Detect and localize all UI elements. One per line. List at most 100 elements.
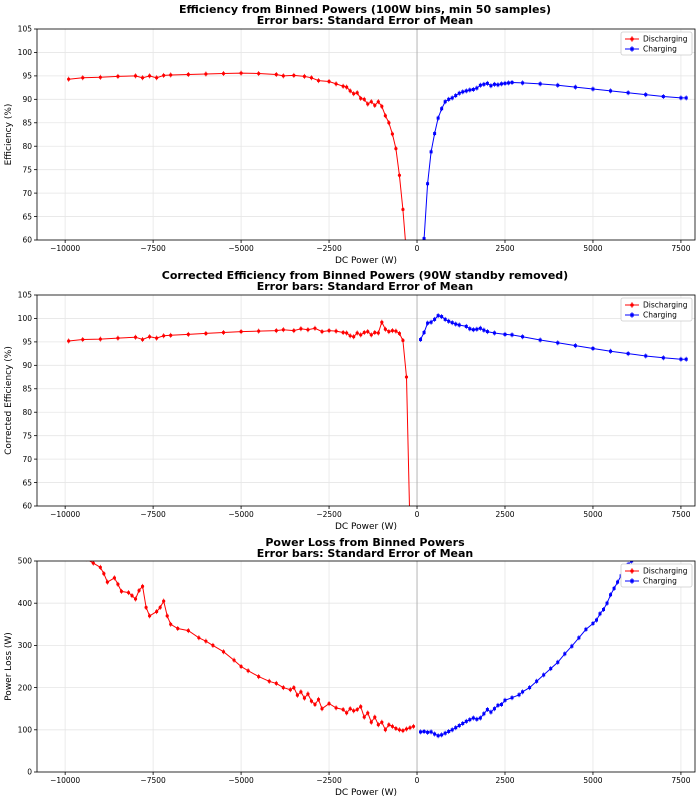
data-point <box>461 721 465 725</box>
data-point <box>482 82 486 86</box>
data-point <box>292 329 296 333</box>
legend: Discharging Charging <box>620 31 693 56</box>
data-point <box>348 707 352 711</box>
data-point <box>503 698 507 702</box>
data-point <box>408 726 412 730</box>
data-point <box>626 352 630 356</box>
data-point <box>162 73 166 78</box>
data-point <box>383 728 387 732</box>
y-tick-label: 500 <box>18 557 33 566</box>
data-point <box>376 100 380 104</box>
data-point <box>257 329 261 333</box>
legend-point <box>630 569 634 573</box>
data-point <box>169 73 173 77</box>
legend-label-discharging: Discharging <box>643 301 688 310</box>
data-point <box>369 100 373 104</box>
data-point <box>433 732 437 736</box>
data-point <box>380 104 384 108</box>
data-point <box>503 332 507 336</box>
y-tick-label: 80 <box>22 408 32 417</box>
legend-marker-discharging <box>625 302 639 308</box>
data-point <box>419 730 423 734</box>
data-point <box>510 696 514 700</box>
grid <box>37 28 695 241</box>
y-tick-label: 75 <box>22 431 32 440</box>
data-point <box>556 341 560 345</box>
series-line <box>68 72 406 240</box>
data-point <box>369 333 373 337</box>
data-point <box>661 95 665 99</box>
data-point <box>394 146 398 151</box>
data-point <box>447 97 451 101</box>
x-tick-label: −2500 <box>316 244 342 253</box>
data-point <box>397 728 402 732</box>
data-point <box>387 723 391 727</box>
data-point <box>327 79 331 84</box>
data-point <box>366 102 370 106</box>
data-point <box>471 87 475 91</box>
data-point <box>591 621 595 625</box>
data-point <box>573 85 577 89</box>
data-point <box>429 730 433 734</box>
data-point <box>67 77 71 81</box>
data-point <box>140 337 145 342</box>
legend-point <box>630 37 634 41</box>
data-point <box>464 324 468 328</box>
data-point <box>630 561 634 563</box>
grid <box>37 560 695 773</box>
data-point <box>155 76 159 80</box>
data-point <box>116 582 120 586</box>
data-point <box>492 82 496 86</box>
data-point <box>257 71 261 76</box>
data-point <box>426 182 430 186</box>
data-point <box>450 96 454 100</box>
data-point <box>274 72 278 77</box>
legend: Discharging Charging <box>620 563 693 588</box>
data-point <box>584 627 588 631</box>
x-tick-label: −2500 <box>316 776 342 785</box>
data-point <box>119 589 124 593</box>
data-point <box>496 703 500 707</box>
series-discharging <box>85 561 416 734</box>
data-point <box>464 719 468 723</box>
data-point <box>397 173 402 177</box>
data-point <box>130 594 134 598</box>
y-axis-label: Corrected Efficiency (%) <box>4 346 14 455</box>
data-point <box>306 328 310 332</box>
data-point <box>309 76 314 80</box>
plot-frame <box>36 294 696 507</box>
data-point <box>461 90 465 94</box>
data-point <box>165 614 169 618</box>
data-point <box>433 132 437 136</box>
data-point <box>366 329 370 334</box>
y-tick-label: 300 <box>18 641 33 650</box>
data-point <box>426 730 430 734</box>
data-point <box>447 729 451 733</box>
series-line <box>420 315 687 360</box>
series-charging <box>422 79 688 240</box>
data-point <box>591 87 595 91</box>
data-point <box>405 252 408 255</box>
data-point <box>345 85 349 89</box>
data-point <box>454 94 458 98</box>
chart-subtitle: Error bars: Standard Error of Mean <box>257 280 474 293</box>
data-point <box>341 707 345 712</box>
data-point <box>468 327 472 331</box>
data-point <box>496 83 500 87</box>
data-point <box>436 116 440 120</box>
series-line <box>68 320 410 506</box>
data-point <box>221 71 226 76</box>
x-tick-label: 0 <box>415 244 420 253</box>
data-point <box>186 629 190 633</box>
data-point <box>404 727 409 731</box>
data-point <box>359 333 363 337</box>
data-point <box>302 74 307 78</box>
x-axis-ticks: −10000 −7500 −5000 −2500 0 2500 5000 7500 <box>50 240 691 253</box>
data-point <box>257 675 261 679</box>
data-point <box>126 591 131 595</box>
data-point <box>478 326 482 330</box>
data-point <box>239 329 243 334</box>
data-point <box>440 315 444 319</box>
data-point <box>105 580 109 584</box>
y-tick-label: 80 <box>22 142 32 151</box>
